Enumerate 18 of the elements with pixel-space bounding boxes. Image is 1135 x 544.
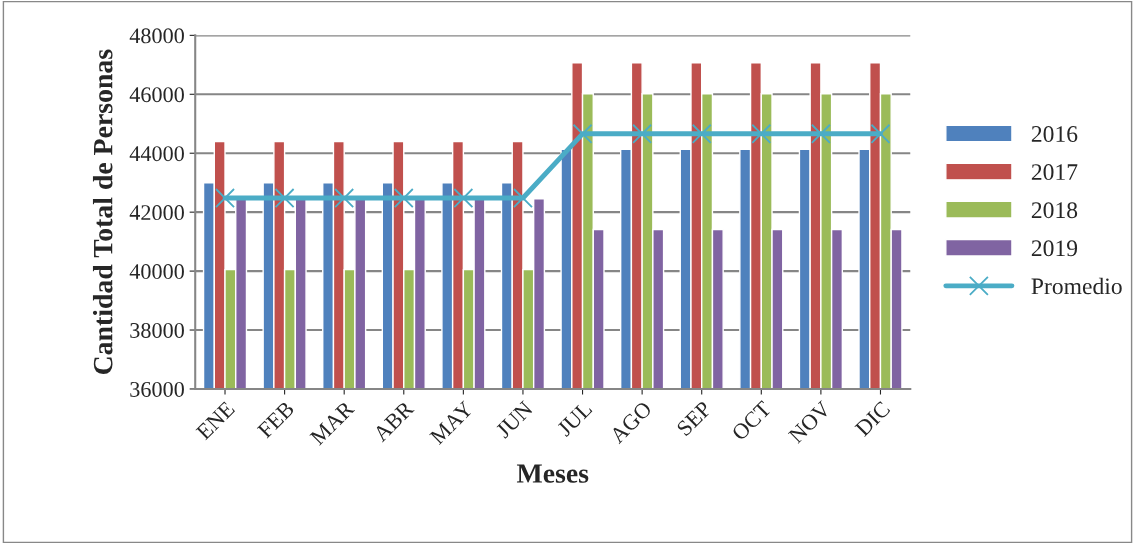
y-tick-label: 46000 xyxy=(129,87,184,103)
y-tick-label: 48000 xyxy=(129,28,184,44)
y-tick-label: 38000 xyxy=(130,322,184,338)
y-tick-label: 42000 xyxy=(129,205,184,221)
x-axis-title: Meses xyxy=(516,464,589,483)
y-tick-label: 44000 xyxy=(129,146,184,162)
y-tick-label: 40000 xyxy=(129,264,184,280)
y-tick-label: 36000 xyxy=(130,381,184,397)
x-tick-label: SEP xyxy=(676,400,713,437)
y-axis-title: Cantidad Total de Personas xyxy=(92,49,113,375)
x-tick-label: FEB xyxy=(256,400,295,439)
legend-label: 2019 xyxy=(1031,240,1078,257)
legend-label: 2017 xyxy=(1031,164,1078,181)
legend-label: Promedio xyxy=(1031,277,1122,295)
x-tick-label: DIC xyxy=(854,400,891,438)
legend-label: 2016 xyxy=(1031,126,1078,142)
x-tick-label: JUL xyxy=(556,400,593,438)
legend-label: 2018 xyxy=(1031,202,1078,219)
